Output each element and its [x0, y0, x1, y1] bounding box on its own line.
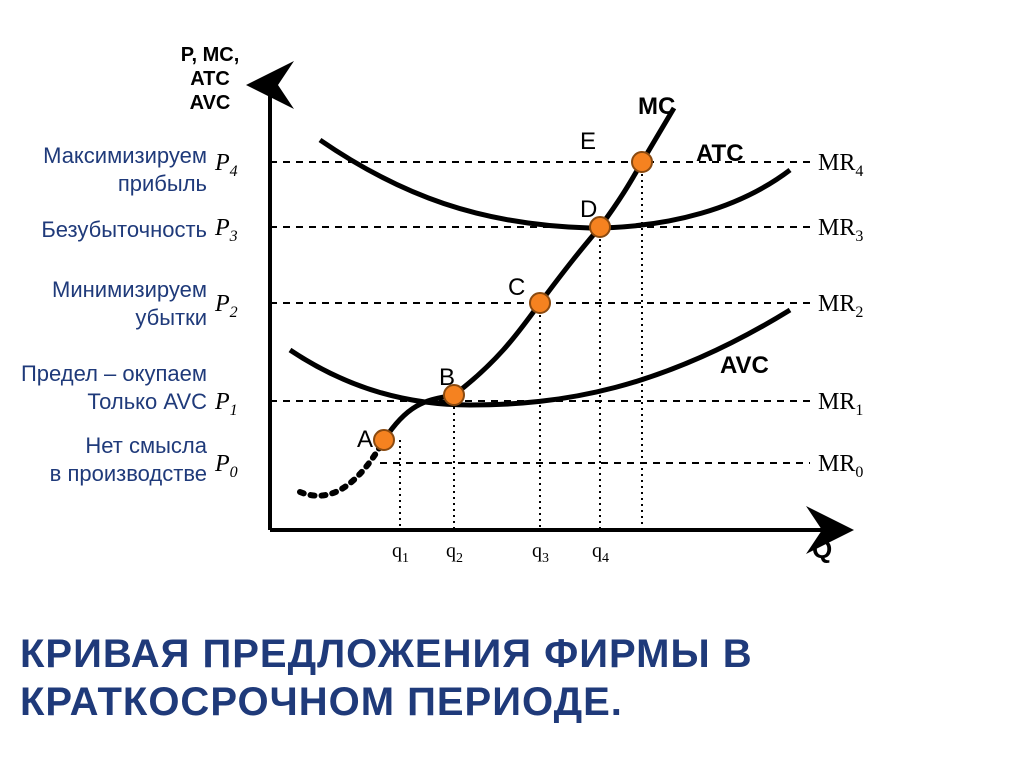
point-A	[374, 430, 394, 450]
chart-area: P, MC, ATC AVC Максимизируемприбыль Безу…	[0, 0, 1024, 620]
point-C	[530, 293, 550, 313]
annotation-profit: Максимизируемприбыль	[0, 142, 207, 197]
mr1-label: MR1	[818, 389, 863, 420]
avc-label: AVC	[720, 352, 769, 380]
mc-label: MC	[638, 93, 675, 121]
mr3-label: MR3	[818, 215, 863, 246]
y-axis-title-line-2: AVC	[190, 92, 231, 114]
price-p3: P3	[215, 215, 238, 246]
point-label-B: B	[439, 364, 455, 392]
q4-label: q4	[592, 540, 609, 567]
y-axis-title: P, MC, ATC AVC	[150, 43, 270, 115]
annotation-no-production: Нет смыслав производстве	[0, 432, 207, 487]
annotation-minimize-loss: Минимизируемубытки	[0, 276, 207, 331]
annotation-shutdown: Предел – окупаемТолько AVC	[0, 360, 207, 415]
point-E	[632, 152, 652, 172]
x-axis-label: Q	[812, 534, 832, 565]
q3-label: q3	[532, 540, 549, 567]
y-axis-title-line-1: ATC	[190, 68, 230, 90]
point-label-E: E	[580, 128, 596, 156]
chart-title: КРИВАЯ ПРЕДЛОЖЕНИЯ ФИРМЫ В КРАТКОСРОЧНОМ…	[20, 630, 1004, 726]
q2-label: q2	[446, 540, 463, 567]
y-axis-title-line-0: P, MC,	[181, 44, 240, 66]
annotation-breakeven: Безубыточность	[0, 217, 207, 243]
point-label-C: C	[508, 274, 525, 302]
price-p4: P4	[215, 150, 238, 181]
q1-label: q1	[392, 540, 409, 567]
mr2-label: MR2	[818, 291, 863, 322]
mr4-label: MR4	[818, 150, 863, 181]
point-label-A: A	[357, 426, 373, 454]
mr0-label: MR0	[818, 451, 863, 482]
mc-curve-solid	[384, 108, 674, 440]
point-label-D: D	[580, 196, 597, 224]
price-p0: P0	[215, 451, 238, 482]
price-p1: P1	[215, 389, 238, 420]
atc-label: ATC	[696, 140, 744, 168]
price-p2: P2	[215, 291, 238, 322]
